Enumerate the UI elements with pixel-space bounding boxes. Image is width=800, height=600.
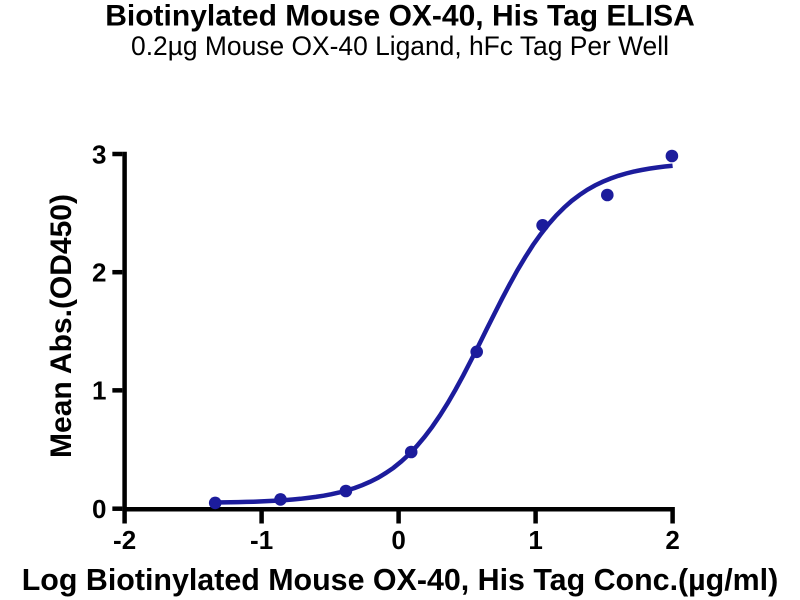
svg-text:1: 1: [92, 376, 106, 406]
svg-text:0: 0: [92, 494, 106, 524]
svg-text:-2: -2: [113, 525, 136, 555]
svg-text:0: 0: [391, 525, 405, 555]
svg-text:2: 2: [92, 258, 106, 288]
svg-text:-1: -1: [250, 525, 273, 555]
svg-text:0.2µg Mouse OX-40 Ligand, hFc: 0.2µg Mouse OX-40 Ligand, hFc Tag Per We…: [131, 31, 669, 61]
svg-text:Log Biotinylated Mouse OX-40,: Log Biotinylated Mouse OX-40, His Tag Co…: [22, 563, 779, 597]
svg-text:2: 2: [665, 525, 679, 555]
svg-text:Biotinylated Mouse OX-40, His: Biotinylated Mouse OX-40, His Tag ELISA: [105, 0, 695, 33]
svg-text:1: 1: [528, 525, 542, 555]
svg-text:3: 3: [92, 139, 106, 169]
svg-text:Mean Abs.(OD450): Mean Abs.(OD450): [45, 194, 78, 458]
